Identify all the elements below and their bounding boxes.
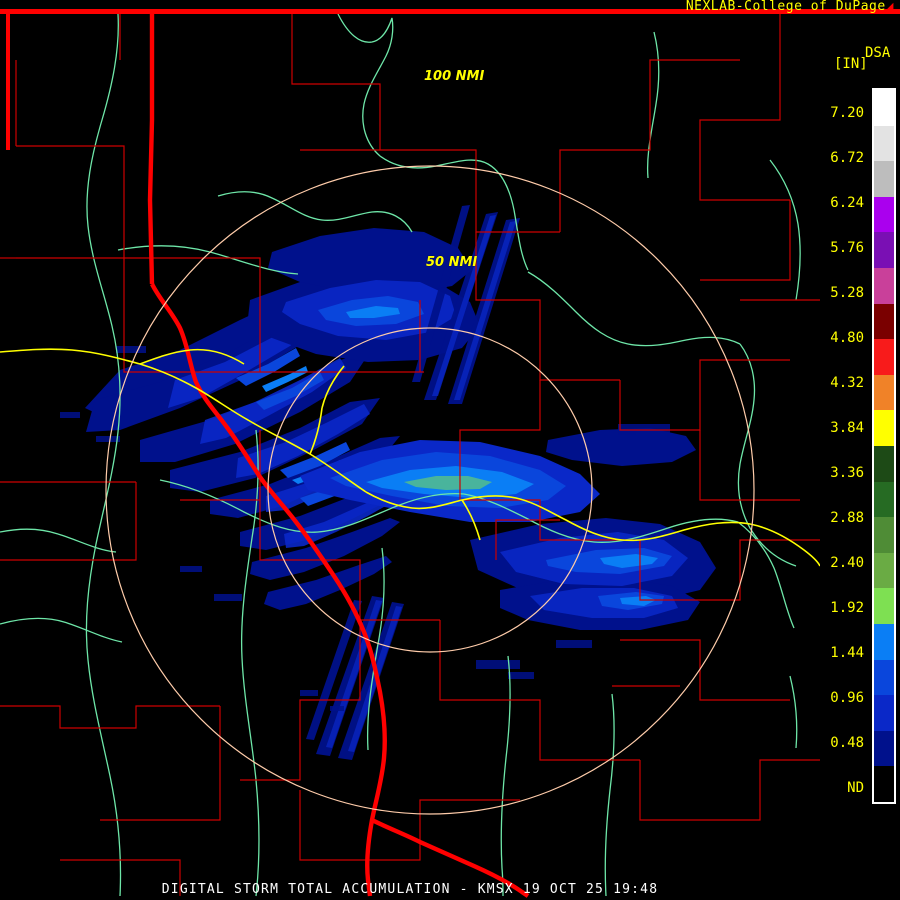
colorbar-segment [874,588,894,624]
colorbar-tick-1-44: 1.44 [830,645,864,661]
colorbar-segment [874,303,894,340]
colorbar-tick-4-80: 4.80 [830,330,864,346]
highway-layer [0,348,820,567]
range-ring-100nmi [105,165,755,815]
river-layer [0,13,801,897]
colorbar-segment [874,730,894,767]
colorbar-segment [874,267,894,304]
colorbar-tick-7-20: 7.20 [830,105,864,121]
colorbar-panel: [IN] DSA 7.20 6.72 6.24 5.76 5.28 4.80 4.32 3.8… [820,0,900,900]
colorbar-tick-5-76: 5.76 [830,240,864,256]
product-caption: DIGITAL STORM TOTAL ACCUMULATION - KMSX … [161,882,659,897]
colorbar-segments [874,90,894,802]
range-ring-label-50nmi: 50 NMI [426,255,478,270]
branding-label: NEXLAB-College of DuPage◢ [686,0,894,14]
colorbar-segment [874,339,894,375]
colorbar-unit-label: [IN] [834,56,868,72]
state-border-layer [147,14,530,898]
colorbar-tick-3-36: 3.36 [830,465,864,481]
colorbar-scale[interactable] [872,88,896,804]
colorbar-segment [874,552,894,589]
range-ring-layer [105,165,755,815]
radar-map-viewport[interactable]: 100 NMI 50 NMI [0,0,820,900]
radar-echo-layer [60,205,716,760]
colorbar-segment [874,481,894,518]
colorbar-tick-1-92: 1.92 [830,600,864,616]
colorbar-segment [874,90,894,126]
colorbar-tick-0-48: 0.48 [830,735,864,751]
colorbar-tick-ND: ND [847,780,864,796]
branding-text: NEXLAB-College of DuPage [685,0,886,14]
colorbar-tick-5-28: 5.28 [830,285,864,301]
header-rule [0,9,900,14]
colorbar-segment [874,445,894,482]
colorbar-segment [874,695,894,731]
colorbar-segment [874,766,894,802]
colorbar-tick-2-40: 2.40 [830,555,864,571]
colorbar-tick-6-24: 6.24 [830,195,864,211]
range-ring-label-100nmi: 100 NMI [424,69,485,84]
colorbar-tick-0-96: 0.96 [830,690,864,706]
colorbar-segment [874,659,894,696]
radar-map-canvas[interactable] [0,0,820,900]
colorbar-segment [874,161,894,197]
colorbar-segment [874,623,894,660]
branding-corner-icon: ◢ [885,0,894,14]
colorbar-segment [874,232,894,268]
colorbar-tick-2-88: 2.88 [830,510,864,526]
colorbar-segment [874,517,894,553]
colorbar-tick-3-84: 3.84 [830,420,864,436]
range-ring-50nmi [267,327,593,653]
colorbar-segment [874,374,894,411]
colorbar-segment [874,410,894,446]
colorbar-segment [874,196,894,233]
colorbar-tick-6-72: 6.72 [830,150,864,166]
colorbar-product-code: DSA [865,45,891,61]
colorbar-tick-4-32: 4.32 [830,375,864,391]
colorbar-segment [874,125,894,162]
